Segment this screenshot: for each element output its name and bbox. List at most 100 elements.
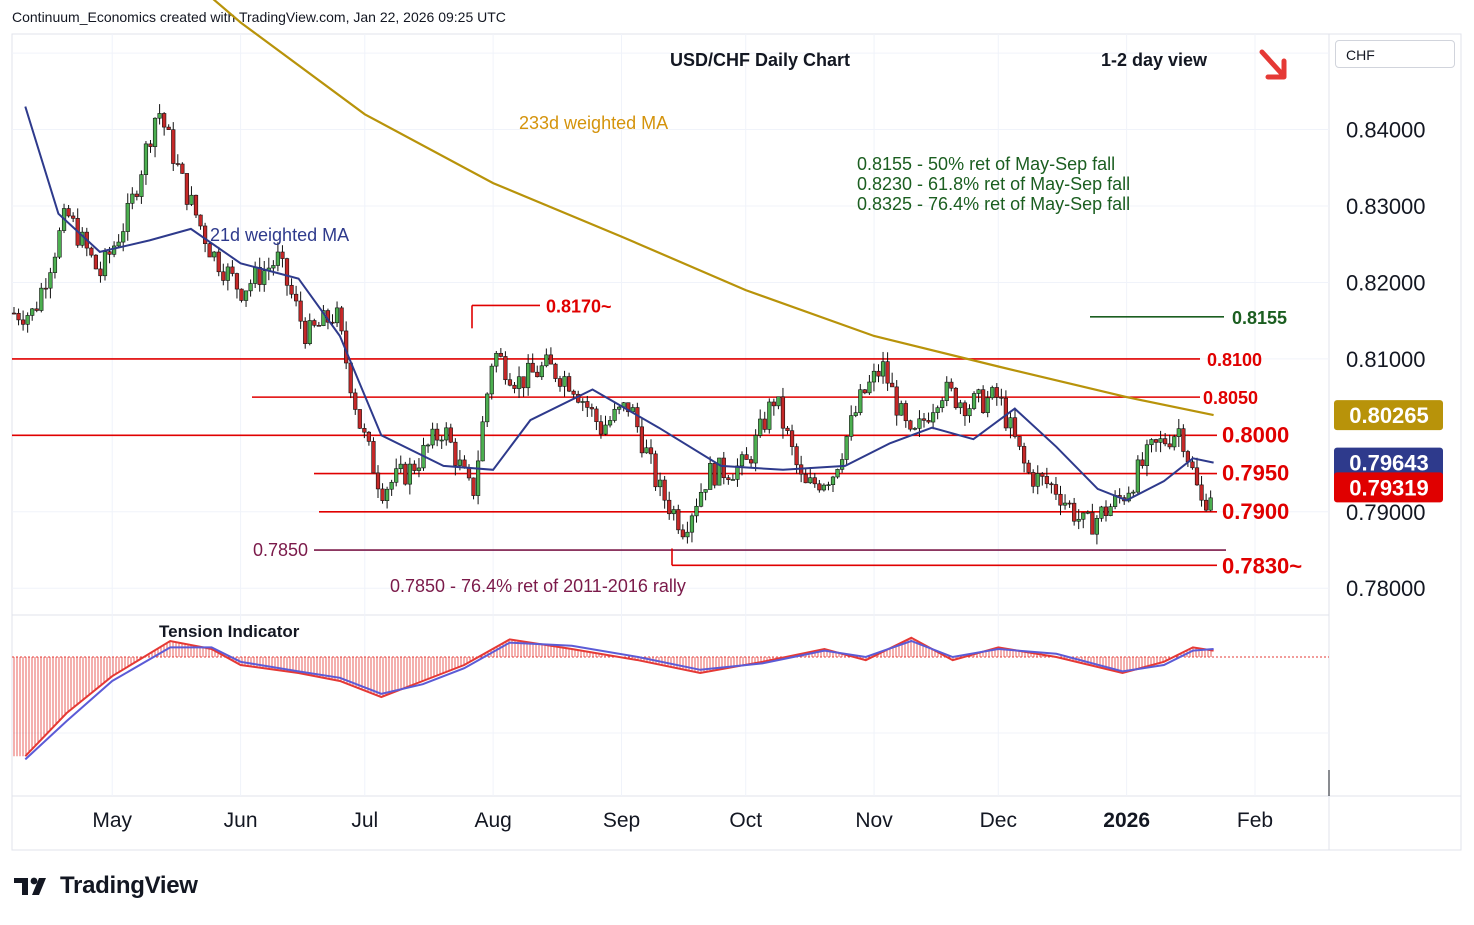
- candle-body: [43, 287, 48, 290]
- candle-body: [985, 397, 990, 413]
- candle-body: [11, 312, 17, 315]
- candle-body: [557, 378, 563, 387]
- time-axis[interactable]: May Jun Jul Aug Sep Oct Nov Dec 2026 Feb: [92, 809, 1273, 832]
- candle-body: [1008, 417, 1013, 429]
- candle-body: [667, 499, 672, 515]
- candle-body: [685, 531, 690, 538]
- candle-body: [1017, 436, 1022, 447]
- candle-body: [516, 376, 522, 389]
- candle-body: [1176, 428, 1181, 437]
- candle-body: [1204, 499, 1209, 511]
- candle-body: [671, 509, 676, 515]
- candle-body: [16, 312, 21, 321]
- candle-body: [216, 251, 221, 273]
- candle-body: [580, 401, 585, 403]
- candle-body: [494, 352, 499, 367]
- candle-body: [507, 379, 513, 386]
- candle-body: [162, 113, 167, 128]
- candle-body: [744, 454, 749, 460]
- candle-body: [403, 463, 408, 485]
- candle-body: [362, 428, 367, 433]
- candle-body: [1062, 502, 1068, 506]
- candle-body: [485, 393, 490, 423]
- level-label-08000: 0.8000: [1222, 422, 1289, 447]
- tradingview-logo[interactable]: TradingView: [14, 872, 198, 900]
- candle-body: [762, 418, 767, 430]
- candle-body: [148, 143, 153, 147]
- candle-body: [526, 362, 531, 389]
- candle-body: [316, 325, 321, 327]
- candle-body: [653, 453, 658, 488]
- candle-body: [908, 420, 913, 430]
- candle-body: [321, 310, 326, 327]
- candle-body: [626, 402, 631, 413]
- candle-body: [30, 308, 35, 316]
- candle-body: [698, 491, 704, 507]
- rally-retracement-label: 0.7850 - 76.4% ret of 2011-2016 rally: [390, 576, 686, 596]
- candle-body: [1044, 476, 1049, 485]
- retracement-label-2: 0.8230 - 61.8% ret of May-Sep fall: [857, 174, 1130, 194]
- down-arrow-icon: [1259, 49, 1287, 80]
- candle-body: [435, 428, 440, 441]
- candle-body: [862, 389, 867, 394]
- candle-body: [703, 489, 708, 493]
- candle-body: [899, 403, 904, 416]
- candle-body: [184, 173, 190, 205]
- candle-body: [248, 283, 253, 292]
- candle-body: [380, 488, 385, 501]
- candle-body: [1012, 417, 1018, 437]
- price-axis[interactable]: 0.850000.840000.830000.820000.810000.790…: [1346, 41, 1426, 601]
- candle-body: [585, 401, 590, 408]
- candle-body: [152, 117, 158, 147]
- ma21-line: [24, 106, 1214, 502]
- candle-body: [1081, 512, 1086, 520]
- candle-body: [198, 214, 203, 227]
- candle-body: [234, 273, 240, 290]
- candle-body: [284, 258, 290, 286]
- candle-body: [598, 421, 604, 435]
- candle-body: [803, 473, 808, 484]
- candle-body: [52, 256, 58, 273]
- candle-body: [125, 202, 130, 232]
- candle-body: [1144, 444, 1150, 466]
- candle-body: [66, 208, 71, 217]
- candle-body: [612, 408, 617, 421]
- candle-body: [648, 447, 654, 455]
- candle-body: [412, 463, 417, 471]
- ma233-line: [212, 0, 1214, 417]
- candle-body: [853, 412, 858, 416]
- candle-body: [293, 293, 299, 302]
- candle-body: [571, 390, 576, 395]
- candle-body: [1099, 506, 1104, 519]
- tension-indicator-pane: [12, 636, 1329, 761]
- candle-body: [289, 284, 294, 295]
- candle-body: [307, 320, 312, 344]
- candle-body: [739, 454, 745, 467]
- retracement-label-1: 0.8155 - 50% ret of May-Sep fall: [857, 154, 1115, 174]
- candle-body: [849, 415, 854, 437]
- candle-body: [453, 441, 458, 466]
- candle-body: [89, 247, 94, 256]
- candle-body: [1190, 461, 1195, 469]
- candle-body: [594, 408, 599, 422]
- candle-body: [958, 402, 963, 409]
- time-tick-label: Aug: [474, 809, 511, 832]
- chart-frame: [11, 33, 1462, 851]
- candle-body: [953, 387, 958, 409]
- candle-body: [689, 515, 695, 533]
- candle-body: [1035, 473, 1040, 487]
- candle-body: [1194, 467, 1200, 486]
- candle-body: [57, 230, 62, 258]
- candle-body: [880, 361, 886, 377]
- currency-label[interactable]: CHF: [1335, 40, 1455, 68]
- candle-body: [180, 163, 185, 174]
- price-tick-label: 0.81000: [1346, 347, 1426, 372]
- candle-body: [1208, 497, 1213, 511]
- price-badge: [1334, 472, 1443, 503]
- candle-body: [917, 418, 922, 429]
- candle-body: [999, 396, 1004, 399]
- time-tick-label: Feb: [1237, 809, 1273, 832]
- candle-body: [498, 352, 503, 357]
- candle-body: [471, 477, 476, 496]
